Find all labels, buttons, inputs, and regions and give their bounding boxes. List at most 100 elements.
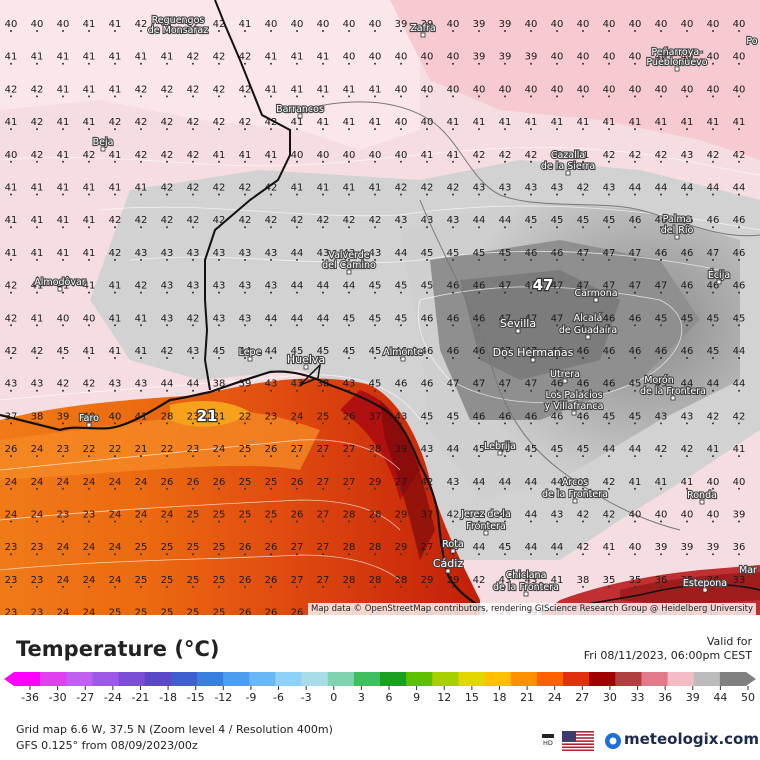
grid-point: [608, 324, 610, 327]
grid-value: 45: [57, 346, 70, 357]
grid-value: 40: [603, 84, 616, 95]
grid-point: [296, 193, 298, 196]
grid-point: [452, 585, 454, 588]
grid-point: [426, 95, 428, 98]
grid-point: [634, 520, 636, 523]
brand-name[interactable]: meteologix.com: [624, 730, 759, 748]
grid-value: 26: [265, 575, 278, 586]
grid-value: 40: [629, 84, 642, 95]
grid-point: [218, 62, 220, 65]
grid-point: [166, 520, 168, 523]
grid-value: 39: [473, 52, 486, 63]
grid-value: 41: [369, 84, 382, 95]
grid-value: 45: [447, 411, 460, 422]
grid-point: [634, 455, 636, 458]
grid-point: [348, 487, 350, 490]
colorbar-cell: [144, 672, 172, 686]
grid-point: [686, 553, 688, 556]
grid-value: 40: [681, 52, 694, 63]
grid-value: 44: [499, 477, 512, 488]
grid-point: [660, 324, 662, 327]
grid-point: [88, 128, 90, 131]
city-label: Huelva: [287, 353, 325, 366]
grid-point: [686, 258, 688, 261]
grid-value: 45: [369, 313, 382, 324]
grid-value: 42: [161, 150, 174, 161]
grid-point: [478, 30, 480, 32]
grid-value: 41: [83, 52, 96, 63]
grid-value: 41: [265, 84, 278, 95]
grid-point: [686, 128, 688, 131]
grid-point: [166, 62, 168, 65]
grid-point: [36, 585, 38, 588]
grid-value: 43: [213, 281, 226, 292]
grid-value: 43: [265, 379, 278, 390]
colorbar-tick-label: 44: [713, 691, 727, 704]
city-marker: [571, 410, 577, 416]
grid-value: 40: [395, 150, 408, 161]
grid-point: [218, 585, 220, 588]
city-label: y Villafranca: [545, 401, 604, 412]
hd-toggle-icon[interactable]: HD: [540, 732, 556, 746]
grid-point: [686, 520, 688, 523]
grid-value: 40: [577, 19, 590, 30]
grid-point: [10, 585, 12, 588]
grid-point: [166, 226, 168, 229]
grid-point: [270, 357, 272, 359]
grid-value: 46: [681, 248, 694, 259]
grid-point: [660, 422, 662, 425]
grid-point: [114, 193, 116, 196]
grid-value: 40: [83, 411, 96, 422]
grid-value: 44: [161, 379, 174, 390]
grid-value: 41: [83, 346, 96, 357]
grid-point: [270, 226, 272, 229]
grid-point: [36, 455, 38, 458]
grid-point: [426, 422, 428, 425]
grid-value: 41: [551, 117, 564, 128]
grid-point: [10, 30, 12, 32]
grid-value: 23: [57, 444, 70, 455]
grid-value: 42: [187, 117, 200, 128]
city-label: Reguengos: [152, 15, 205, 26]
us-flag-icon[interactable]: [562, 731, 594, 751]
grid-value: 44: [551, 542, 564, 553]
grid-value: 46: [629, 313, 642, 324]
grid-value: 44: [473, 215, 486, 226]
grid-point: [634, 553, 636, 556]
grid-value: 47: [655, 281, 668, 292]
grid-value: 21: [135, 444, 148, 455]
grid-value: 42: [161, 19, 174, 30]
grid-value: 42: [239, 215, 252, 226]
city-marker: [674, 234, 680, 240]
grid-value: 45: [343, 346, 356, 357]
grid-value: 39: [239, 379, 252, 390]
grid-point: [634, 585, 636, 588]
grid-point: [140, 62, 142, 65]
city-label: Chiclana: [506, 570, 547, 581]
grid-point: [530, 487, 532, 490]
temperature-map[interactable]: 40 40 40 41 41 42 42 42 42 41 40 40 40 40 40 39 39 40 39 39…: [0, 0, 760, 615]
grid-value: 42: [187, 313, 200, 324]
grid-value: 41: [447, 117, 460, 128]
grid-point: [608, 422, 610, 425]
grid-value: 41: [83, 183, 96, 194]
map-attribution[interactable]: Map data © OpenStreetMap contributors, r…: [308, 603, 756, 615]
grid-point: [400, 193, 402, 196]
grid-point: [582, 291, 584, 294]
grid-point: [504, 520, 506, 523]
grid-value: 43: [395, 215, 408, 226]
grid-value: 46: [447, 281, 460, 292]
grid-point: [608, 553, 610, 556]
colorbar-cell: [458, 672, 486, 686]
grid-point: [712, 128, 714, 131]
city-label: Barrancos: [276, 104, 324, 115]
grid-point: [10, 455, 12, 458]
grid-point: [426, 62, 428, 65]
grid-value: 42: [577, 542, 590, 553]
grid-value: 23: [83, 510, 96, 521]
grid-point: [166, 422, 168, 425]
grid-value: 46: [473, 281, 486, 292]
grid-value: 40: [629, 19, 642, 30]
grid-point: [634, 193, 636, 196]
